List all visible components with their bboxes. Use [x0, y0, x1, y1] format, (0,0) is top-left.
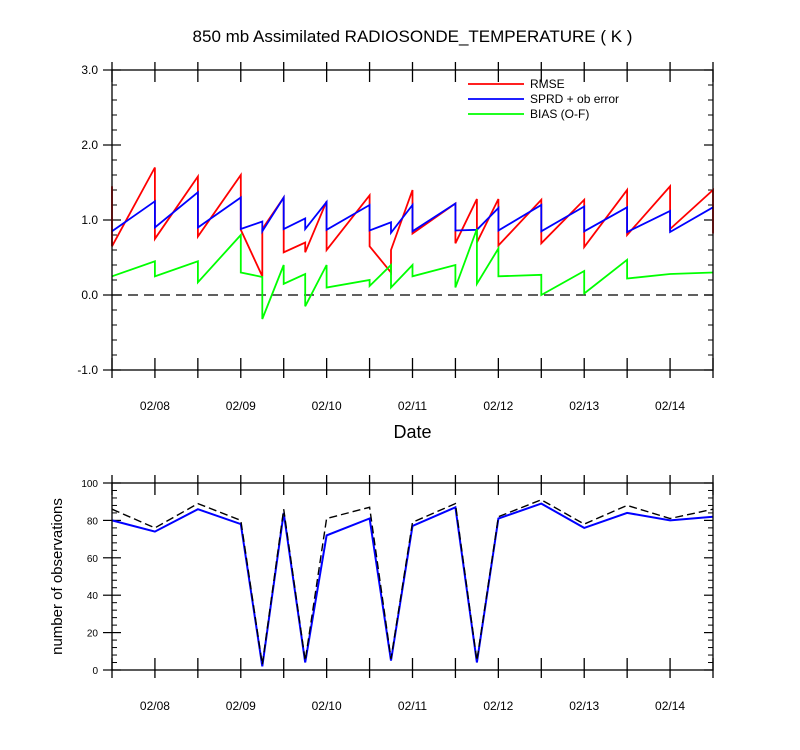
bottom-ytick-label: 60: [87, 554, 99, 565]
top-ytick-label: 2.0: [81, 138, 98, 152]
obs-line-total: [111, 499, 714, 665]
top-xtick-label: 02/12: [483, 399, 513, 413]
top-xtick-label: 02/13: [569, 399, 599, 413]
bottom-y-tick-labels: 0 20 40 60 80 100: [81, 479, 98, 677]
top-x-tick-labels: 02/08 02/09 02/10 02/11 02/12 02/13 02/14: [140, 399, 685, 413]
x-axis-label: Date: [393, 422, 431, 442]
top-ytick-label: 1.0: [81, 213, 98, 227]
bottom-xtick-label: 02/14: [655, 699, 685, 713]
bottom-x-tick-labels: 02/08 02/09 02/10 02/11 02/12 02/13 02/14: [140, 699, 685, 713]
bottom-xtick-label: 02/11: [398, 699, 427, 713]
bottom-ytick-label: 80: [87, 516, 99, 527]
top-xtick-label: 02/10: [312, 399, 342, 413]
bottom-xtick-label: 02/09: [226, 699, 256, 713]
obs-line-assimilated: [111, 502, 714, 667]
top-xtick-label: 02/08: [140, 399, 170, 413]
legend-label: SPRD + ob error: [530, 92, 619, 106]
top-chart: 850 mb Assimilated RADIOSONDE_TEMPERATUR…: [77, 27, 714, 442]
top-y-tick-labels: -1.0 0.0 1.0 2.0 3.0: [77, 63, 98, 377]
bottom-xtick-label: 02/10: [312, 699, 342, 713]
series-line-bias-o-f: [111, 228, 714, 320]
y-axis-label-observations: number of observations: [49, 498, 66, 655]
bottom-ytick-label: 20: [87, 629, 99, 640]
bottom-series-group: [111, 499, 714, 667]
top-xtick-label: 02/09: [226, 399, 256, 413]
top-plot-frame: [111, 69, 714, 371]
bottom-xtick-label: 02/12: [483, 699, 513, 713]
bottom-plot-frame: [111, 482, 714, 671]
series-line-sprd-ob-error: [111, 190, 714, 236]
top-ytick-label: -1.0: [77, 363, 98, 377]
bottom-xtick-label: 02/08: [140, 699, 170, 713]
bottom-xtick-label: 02/13: [569, 699, 599, 713]
top-xtick-label: 02/14: [655, 399, 685, 413]
legend-label: RMSE: [530, 77, 565, 91]
bottom-ytick-label: 100: [81, 479, 98, 490]
legend-label: BIAS (O-F): [530, 107, 589, 121]
bottom-ytick-label: 0: [92, 666, 98, 677]
top-xtick-label: 02/11: [398, 399, 427, 413]
top-ytick-label: 0.0: [81, 288, 98, 302]
bottom-axis-ticks: [103, 475, 714, 678]
bottom-ytick-label: 40: [87, 591, 99, 602]
top-ytick-label: 3.0: [81, 63, 98, 77]
chart-title: 850 mb Assimilated RADIOSONDE_TEMPERATUR…: [193, 27, 633, 46]
series-line-rmse: [111, 167, 714, 277]
top-series-group: [111, 167, 714, 320]
top-axis-ticks: [103, 62, 714, 378]
